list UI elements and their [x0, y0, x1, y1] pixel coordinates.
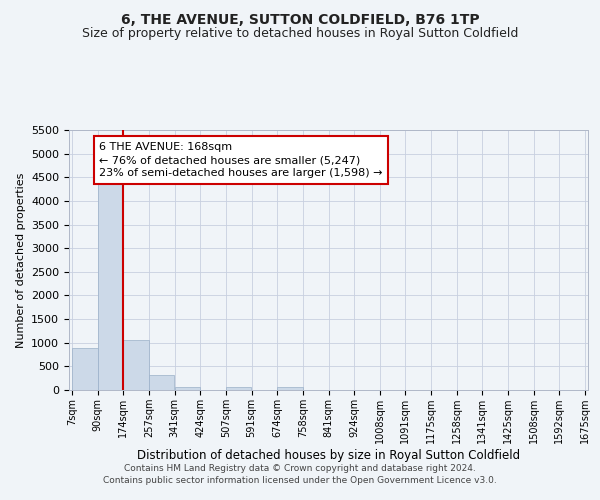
X-axis label: Distribution of detached houses by size in Royal Sutton Coldfield: Distribution of detached houses by size … [137, 448, 520, 462]
Text: 6 THE AVENUE: 168sqm
← 76% of detached houses are smaller (5,247)
23% of semi-de: 6 THE AVENUE: 168sqm ← 76% of detached h… [99, 142, 383, 178]
Bar [226, 388, 251, 390]
Bar [72, 348, 98, 390]
Text: 6, THE AVENUE, SUTTON COLDFIELD, B76 1TP: 6, THE AVENUE, SUTTON COLDFIELD, B76 1TP [121, 12, 479, 26]
Bar [98, 174, 123, 390]
Y-axis label: Number of detached properties: Number of detached properties [16, 172, 26, 348]
Text: Contains HM Land Registry data © Crown copyright and database right 2024.
Contai: Contains HM Land Registry data © Crown c… [103, 464, 497, 485]
Bar [149, 376, 175, 390]
Bar [175, 386, 200, 390]
Bar [277, 388, 302, 390]
Bar [124, 340, 149, 390]
Text: Size of property relative to detached houses in Royal Sutton Coldfield: Size of property relative to detached ho… [82, 28, 518, 40]
